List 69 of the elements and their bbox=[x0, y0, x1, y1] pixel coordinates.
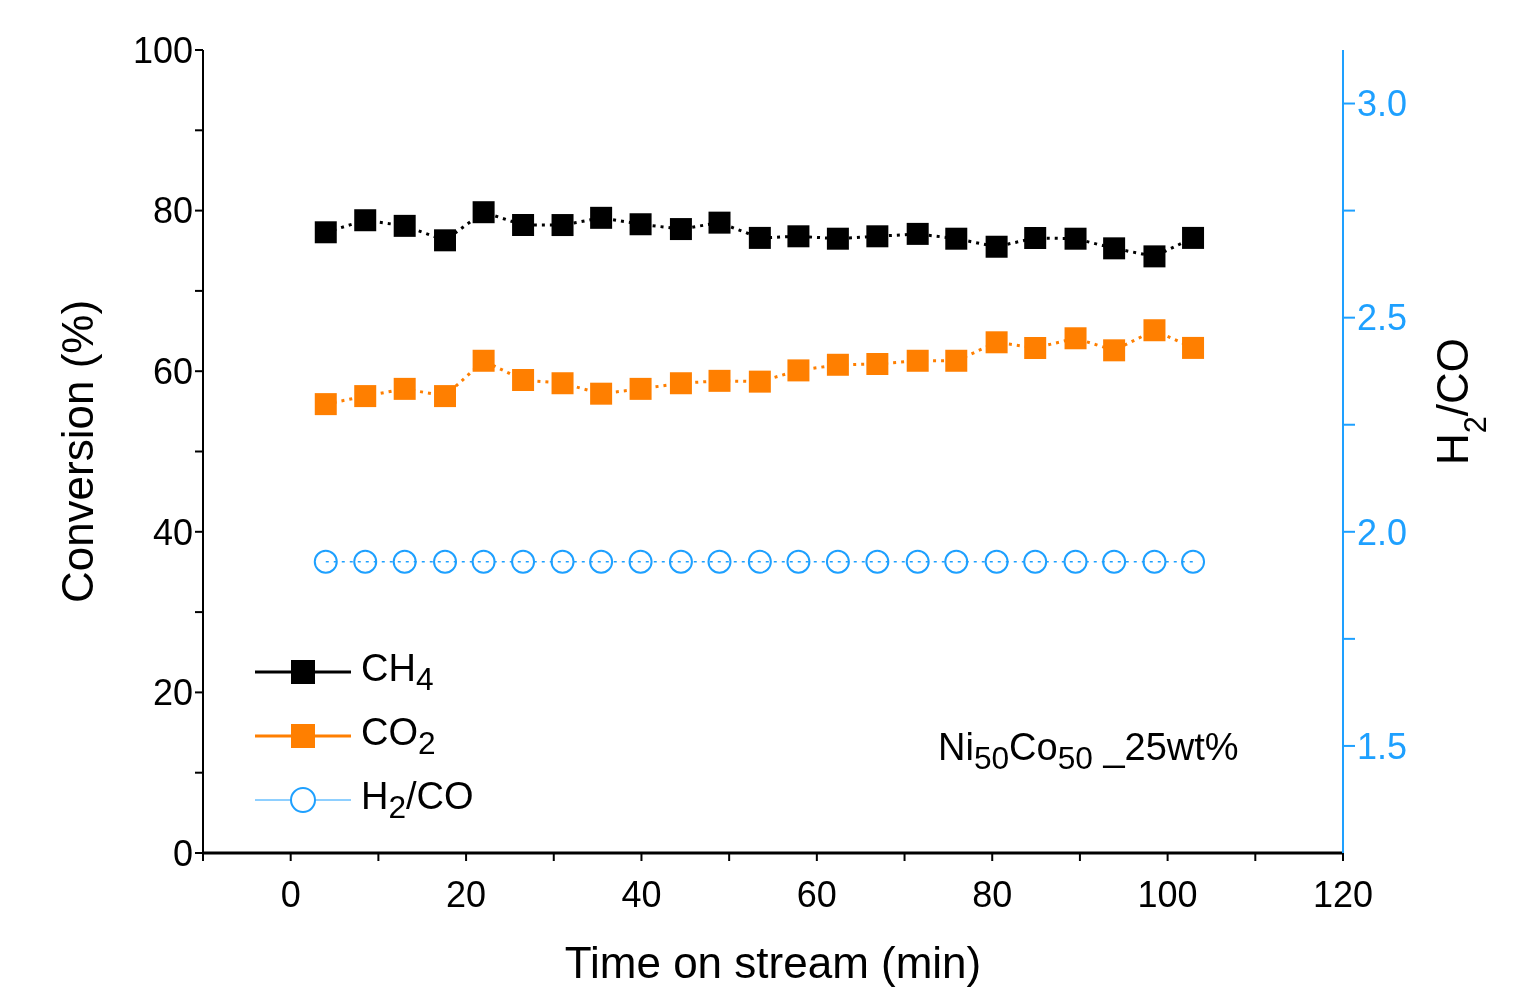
point bbox=[945, 227, 968, 250]
y-tick-label: 40 bbox=[152, 511, 193, 553]
point bbox=[434, 229, 457, 252]
y-axis-title: Conversion (%) bbox=[53, 299, 102, 604]
y2-tick-label: 3.0 bbox=[1357, 83, 1408, 125]
point bbox=[512, 214, 535, 237]
y-tick-label: 80 bbox=[152, 190, 193, 232]
legend-label: H$_{2}$/CO bbox=[361, 774, 474, 826]
point bbox=[826, 353, 849, 376]
y-tick-label: 20 bbox=[152, 672, 193, 714]
point bbox=[866, 225, 889, 248]
point bbox=[826, 227, 849, 250]
point bbox=[669, 218, 692, 241]
point bbox=[1024, 226, 1047, 249]
y2-tick-label: 2.5 bbox=[1357, 297, 1408, 339]
point bbox=[1182, 336, 1205, 359]
y-tick-label: 0 bbox=[172, 832, 193, 874]
point bbox=[393, 377, 416, 400]
point bbox=[945, 349, 968, 372]
point bbox=[354, 209, 377, 232]
point bbox=[590, 382, 613, 405]
point bbox=[590, 206, 613, 229]
annotation: Ni$_{50}$Co$_{50}$ _25wt% bbox=[938, 726, 1239, 777]
point bbox=[1064, 327, 1087, 350]
x-tick-label: 40 bbox=[621, 873, 662, 915]
point bbox=[1143, 245, 1166, 268]
legend-label: CH$_{4}$ bbox=[361, 646, 434, 698]
x-tick-label: 20 bbox=[446, 873, 487, 915]
point bbox=[1103, 339, 1126, 362]
x-tick-label: 80 bbox=[972, 873, 1013, 915]
point bbox=[434, 385, 457, 408]
y2-tick-label: 2.0 bbox=[1357, 511, 1408, 553]
point bbox=[708, 369, 731, 392]
y-tick-label: 100 bbox=[132, 29, 193, 71]
point bbox=[629, 377, 652, 400]
point bbox=[669, 372, 692, 395]
point bbox=[866, 352, 889, 375]
point bbox=[314, 221, 337, 244]
point bbox=[1182, 226, 1205, 249]
x-axis-title: Time on stream (min) bbox=[564, 938, 982, 987]
point bbox=[708, 211, 731, 234]
point bbox=[906, 222, 929, 245]
point bbox=[985, 331, 1008, 354]
point bbox=[472, 201, 495, 224]
x-tick-label: 0 bbox=[280, 873, 301, 915]
point bbox=[906, 349, 929, 372]
legend-label: CO$_{2}$ bbox=[361, 710, 436, 762]
point bbox=[314, 393, 337, 416]
point bbox=[748, 370, 771, 393]
point bbox=[551, 372, 574, 395]
y-tick-label: 60 bbox=[152, 350, 193, 392]
point bbox=[512, 369, 535, 392]
point bbox=[748, 226, 771, 249]
x-tick-label: 120 bbox=[1312, 873, 1374, 915]
point bbox=[985, 235, 1008, 258]
point bbox=[787, 359, 810, 382]
point bbox=[629, 213, 652, 236]
point bbox=[787, 225, 810, 248]
point bbox=[472, 349, 495, 372]
point bbox=[393, 214, 416, 237]
y2-tick-label: 1.5 bbox=[1357, 725, 1408, 767]
x-tick-label: 100 bbox=[1137, 873, 1198, 915]
x-tick-label: 60 bbox=[796, 873, 837, 915]
point bbox=[551, 214, 574, 237]
point bbox=[1024, 336, 1047, 359]
point bbox=[1103, 237, 1126, 260]
point bbox=[1064, 227, 1087, 250]
point bbox=[1143, 319, 1166, 342]
point bbox=[354, 385, 377, 408]
